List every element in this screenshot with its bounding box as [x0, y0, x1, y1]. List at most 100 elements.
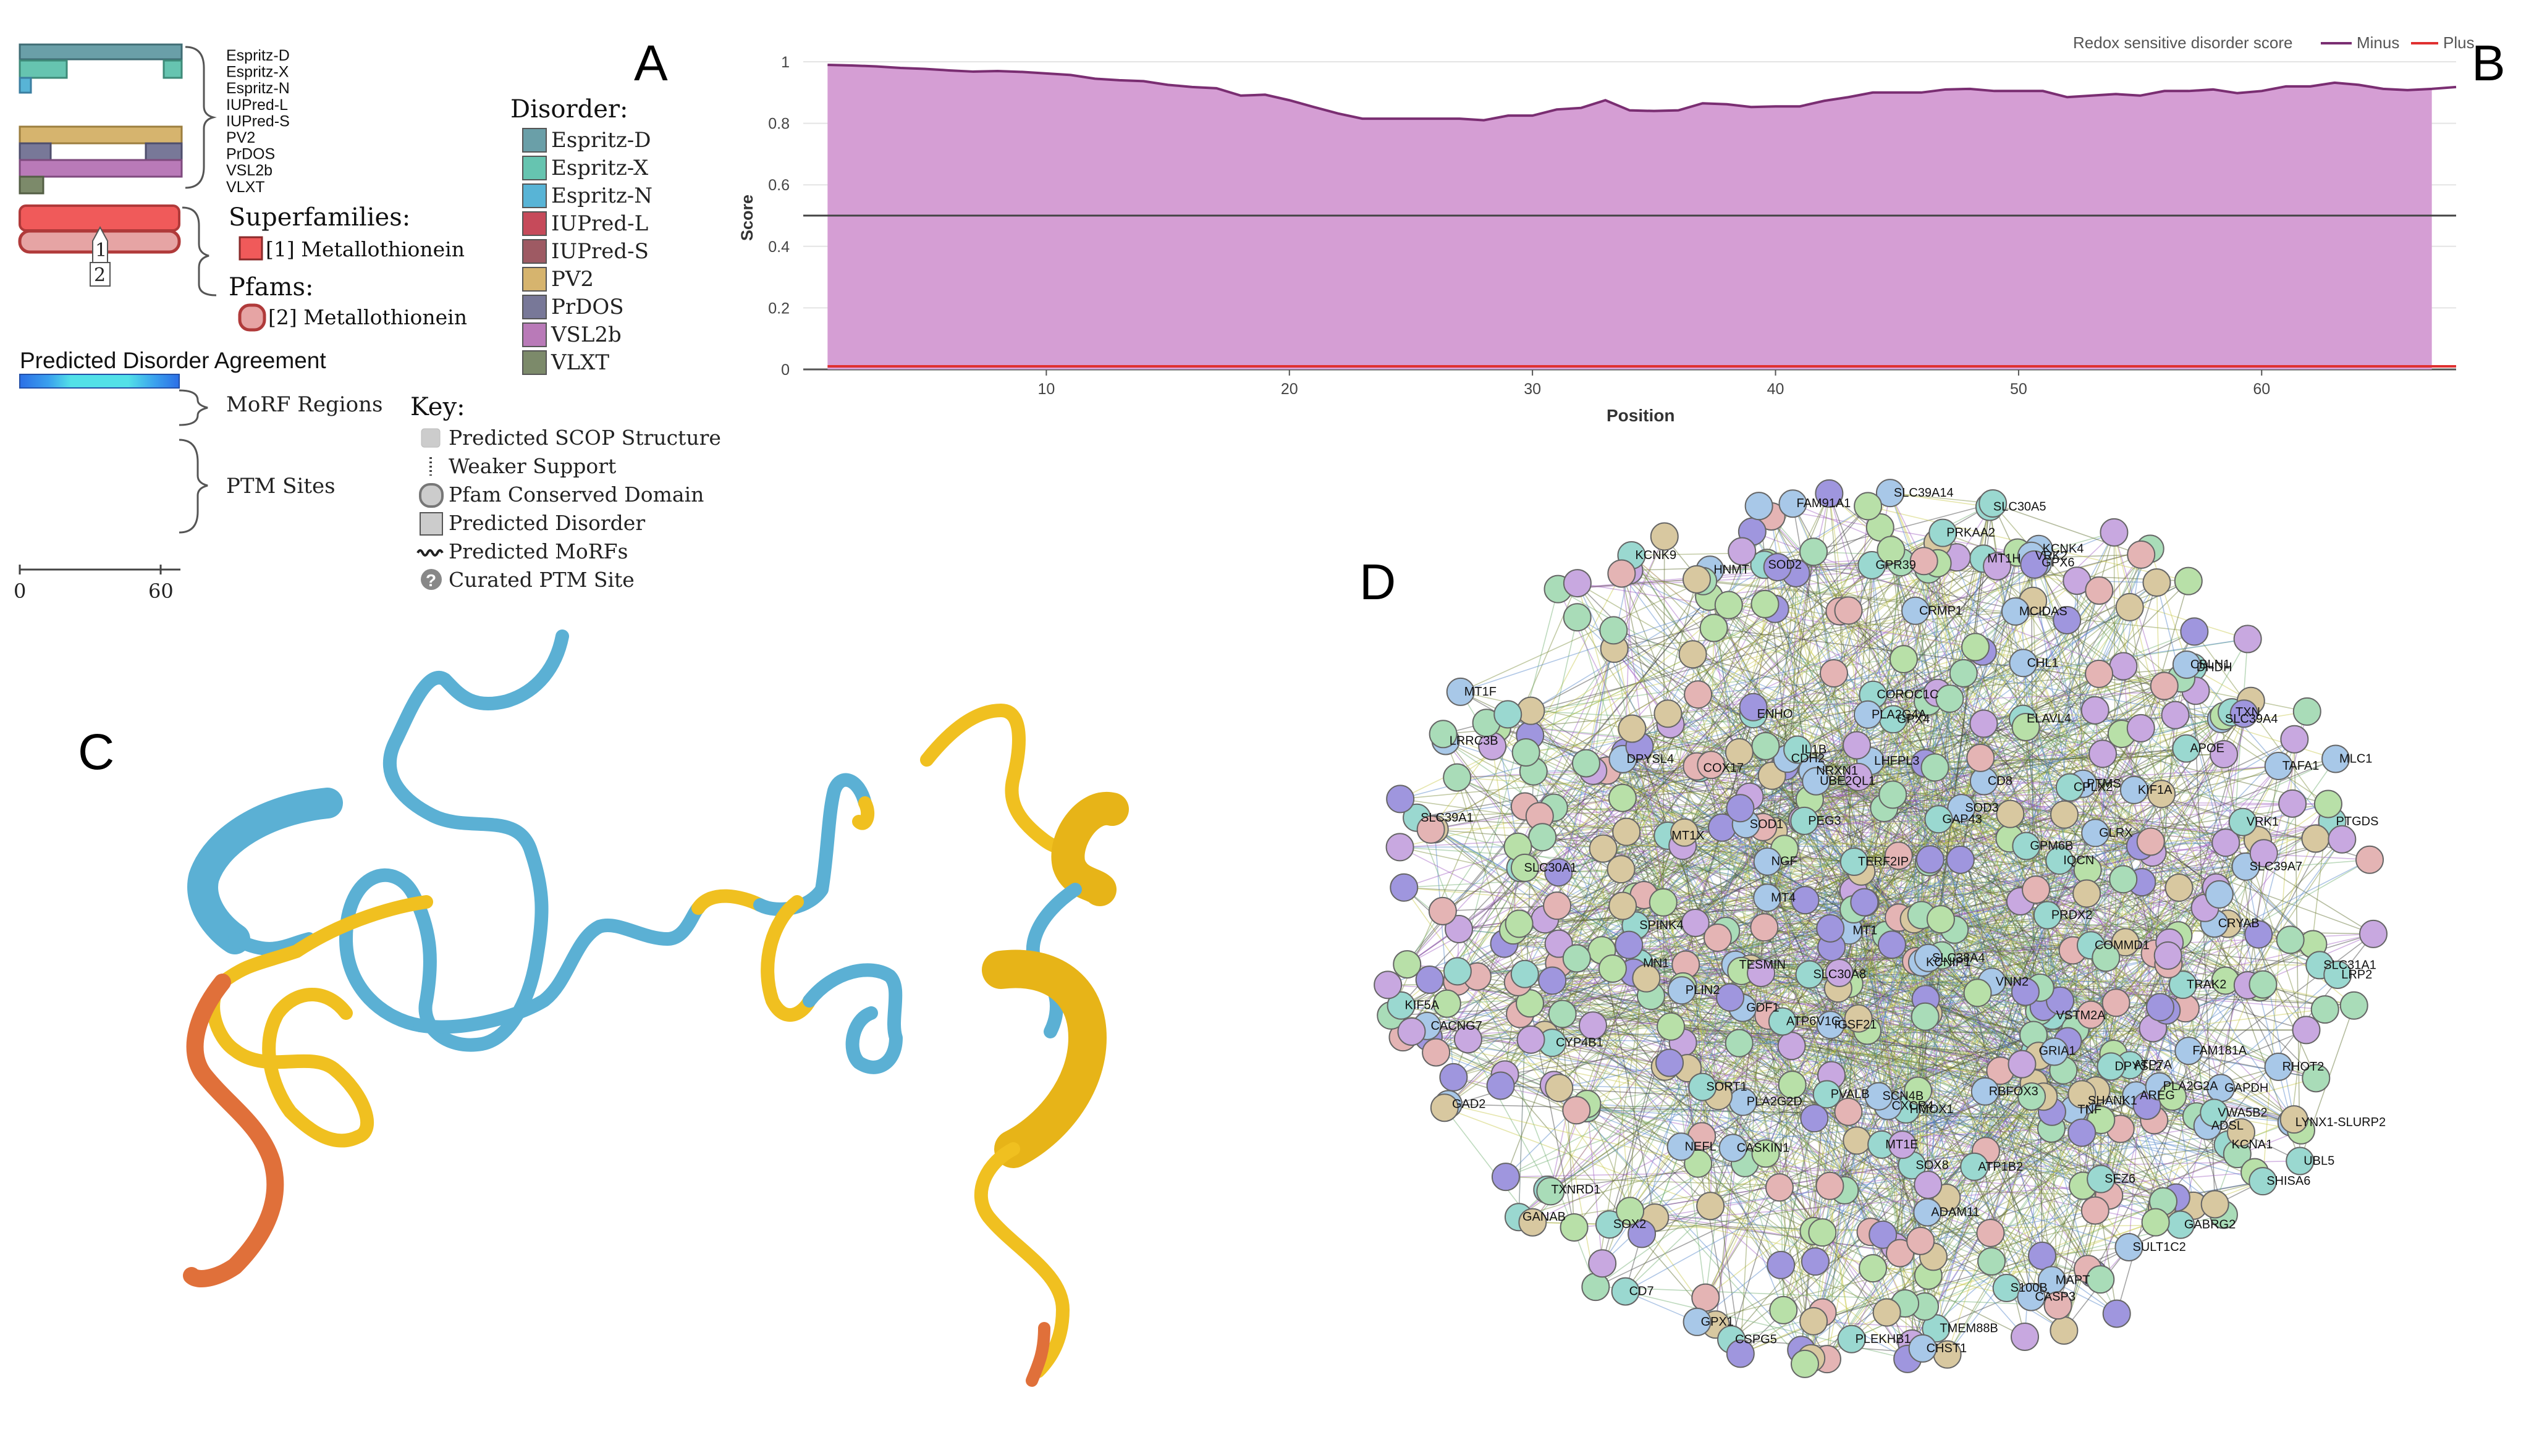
network-edge	[1518, 838, 2342, 848]
network-edge	[1780, 984, 2184, 1266]
network-edge	[1784, 766, 1921, 1242]
network-node	[1657, 1012, 1686, 1041]
network-node	[2115, 592, 2144, 621]
network-edge	[1822, 787, 2071, 1233]
network-edge	[2032, 600, 2142, 729]
network-edge	[1406, 964, 1717, 1325]
node-label-prdx2: PRDX2	[2051, 909, 2093, 922]
strand-orange-left	[183, 974, 284, 1287]
network-edge	[1552, 980, 1987, 1151]
network-edge	[1550, 831, 1627, 1192]
network-edge	[1780, 728, 2142, 1266]
track-espritz-x-right	[163, 59, 183, 79]
legend-swatch-espritz-n	[522, 183, 547, 208]
network-node	[1765, 1173, 1794, 1202]
network-edge	[1552, 673, 1835, 1043]
network-edge	[1880, 527, 2156, 954]
network-node	[1718, 1134, 1747, 1163]
network-node	[2045, 846, 2074, 875]
node-label-nrxn1: NRXN1	[1816, 764, 1858, 778]
network-node	[1581, 1273, 1610, 1302]
network-node	[1963, 978, 1992, 1008]
node-label-slc30a1: SLC30A1	[1524, 861, 1577, 875]
axis-tick-label-60: 60	[148, 579, 174, 603]
node-label-adam11: ADAM11	[1931, 1206, 1980, 1219]
node-label-gria1: GRIA1	[2038, 1045, 2075, 1058]
x-tick-label: 50	[2010, 381, 2027, 398]
network-node	[1869, 1220, 1898, 1249]
key-item-scop: Predicted SCOP Structure	[449, 426, 721, 450]
network-edge	[1872, 694, 2114, 1054]
helix-yellow-main	[982, 949, 1107, 1168]
legend-label-iupred-l: IUPred-L	[551, 211, 648, 236]
network-edge	[1779, 961, 1917, 1188]
network-edge	[1890, 550, 2163, 1208]
network-edge	[1613, 630, 1704, 1087]
network-node	[1970, 1077, 1999, 1106]
network-edge	[1792, 889, 2037, 1085]
network-edge	[1553, 710, 2096, 1086]
network-edge	[1935, 984, 2184, 1329]
node-label-plin2: PLIN2	[1686, 983, 1720, 997]
network-edge	[1623, 673, 1964, 760]
network-node	[1913, 1198, 1942, 1227]
network-node	[1837, 1324, 1866, 1353]
network-node	[1386, 785, 1415, 814]
network-edge	[1867, 714, 2243, 823]
network-edge	[1401, 569, 1929, 1006]
network-node	[2180, 617, 2209, 646]
network-edge	[1625, 564, 2035, 753]
network-node	[1688, 1072, 1717, 1101]
network-node	[2009, 649, 2038, 678]
network-edge	[1822, 710, 2096, 1313]
network-node	[1928, 518, 1957, 547]
node-label-mt1f: MT1F	[1464, 685, 1497, 699]
network-edge	[1980, 690, 2196, 759]
network-node	[1716, 983, 1745, 1012]
track-labels-brace	[185, 46, 217, 189]
network-node	[1726, 1339, 1755, 1368]
network-edge	[1443, 667, 2193, 735]
network-node	[1678, 640, 1707, 669]
network-edge	[1753, 569, 1929, 708]
network-edge	[1768, 1015, 1823, 1233]
node-label-nefl: NEFL	[1685, 1140, 1717, 1153]
network-edge	[1404, 758, 1788, 888]
network-edge	[1562, 827, 1763, 1014]
network-node	[2114, 1232, 2143, 1261]
legend-swatch-espritz-d	[522, 128, 547, 153]
node-label-ubl5: UBL5	[2304, 1154, 2334, 1168]
key-item-morf: Predicted MoRFs	[449, 539, 628, 563]
network-node	[2033, 901, 2062, 930]
network-edge	[1925, 998, 2238, 1155]
network-edge	[2026, 842, 2226, 847]
network-edge	[1906, 893, 2087, 1110]
network-edge	[1629, 909, 1854, 1211]
network-node	[1416, 815, 1445, 844]
network-edge	[1595, 1286, 2058, 1306]
network-edge	[1629, 542, 1938, 1211]
network-node	[1750, 589, 1780, 618]
network-node	[1768, 1007, 1797, 1036]
protein-interaction-network: LYNX1-SLURP2 SPINK4 MLC1 ENHO SULT1C2 MN1 TESM…	[1374, 479, 2388, 1378]
node-label-chst1: CHST1	[1927, 1342, 1967, 1355]
network-node	[2264, 751, 2293, 780]
network-edge	[1792, 503, 2181, 1225]
network-node	[1516, 1025, 1545, 1054]
network-edge	[1631, 728, 1731, 998]
network-node	[1666, 1132, 1695, 1161]
network-edge	[1763, 692, 1938, 928]
node-label-atp6v1g: ATP6V1G	[1786, 1015, 1841, 1029]
network-edge	[1621, 573, 1698, 767]
node-label-sult1c2: SULT1C2	[2132, 1240, 2185, 1254]
network-edge	[1775, 608, 2320, 966]
network-node	[2011, 1323, 2040, 1352]
node-label-vrk1: VRK1	[2247, 815, 2279, 829]
network-node	[1799, 537, 1828, 566]
track-label-espritz-d: Espritz-D	[226, 47, 290, 64]
panel-label-d: D	[1359, 554, 1396, 610]
network-edge	[2163, 840, 2258, 1202]
network-edge	[1430, 532, 1943, 830]
network-edge	[1655, 1140, 1857, 1218]
network-edge	[1681, 766, 1786, 991]
